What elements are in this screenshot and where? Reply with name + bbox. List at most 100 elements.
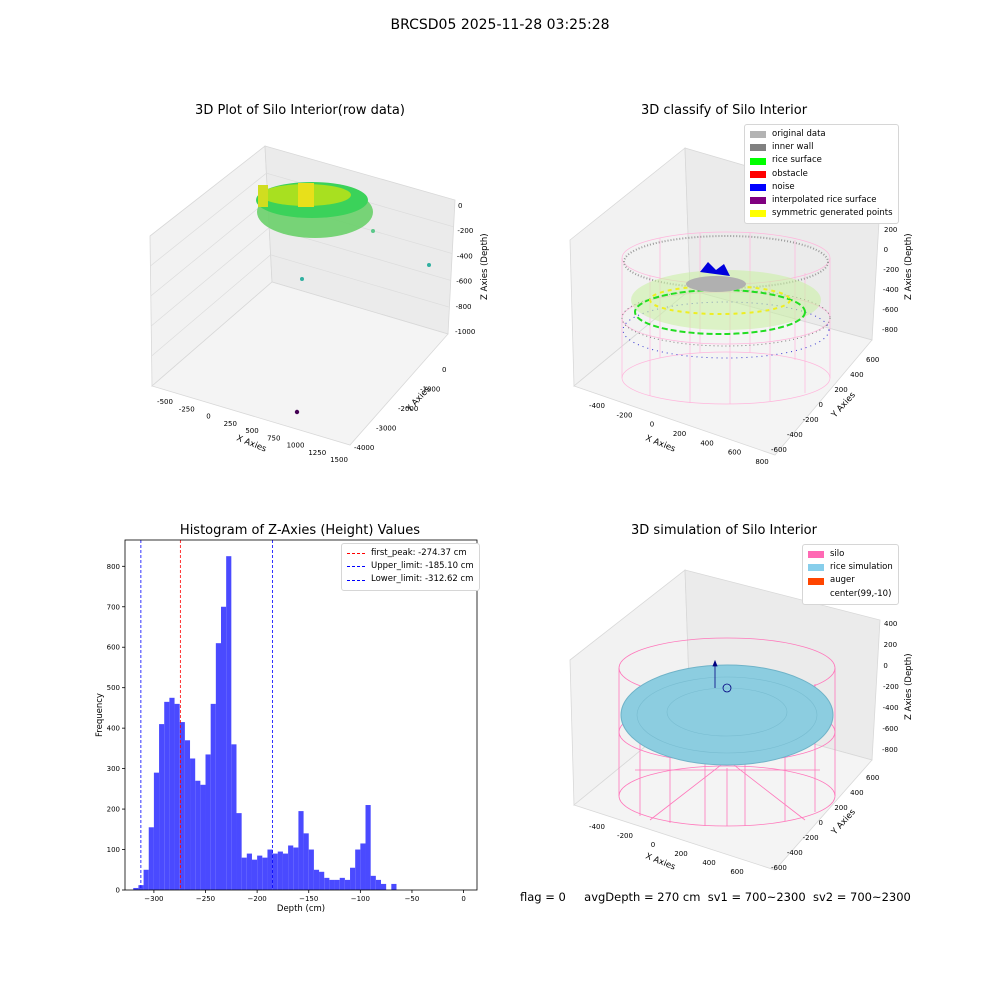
legend-line-swatch (347, 553, 365, 555)
legend-line-swatch (347, 579, 365, 581)
simulation-ytick: -600 (771, 864, 787, 872)
raw-xtick: 1250 (308, 449, 326, 457)
classify-ztick: 200 (884, 226, 897, 234)
simulation-legend-entry: auger (808, 574, 893, 587)
classify-legend-entry: original data (750, 128, 893, 141)
simulation-ytick: 600 (866, 774, 879, 782)
histogram-bar (215, 643, 221, 890)
raw-ytick: -3000 (376, 425, 396, 433)
raw-point (427, 263, 431, 267)
classify-ytick: 600 (866, 356, 879, 364)
simulation-xtick: 400 (702, 859, 715, 867)
legend-label: symmetric generated points (772, 208, 893, 219)
classify-ztick: -200 (883, 266, 899, 274)
histogram-bar (210, 703, 216, 890)
legend-swatch (750, 197, 766, 205)
classify-legend-entry: obstacle (750, 168, 893, 181)
raw-rice-ellipse (256, 182, 373, 238)
legend-swatch (750, 131, 766, 139)
histogram-bar (241, 857, 247, 890)
histogram-bar (272, 853, 278, 890)
raw-ytick: -1000 (420, 386, 440, 394)
legend-label: interpolated rice surface (772, 195, 877, 206)
histogram-bar (257, 855, 263, 890)
simulation-ztick: 200 (884, 641, 897, 649)
simulation-ztick: 0 (883, 662, 887, 670)
simulation-legend-entry: center(99,-10) (808, 588, 893, 601)
histogram-frame (124, 539, 478, 891)
classify-xtick: 600 (728, 449, 741, 457)
simulation-xtick: 200 (674, 850, 687, 858)
sv2-text: sv2 = 700~2300 (812, 890, 911, 904)
raw-point (294, 409, 300, 415)
classify-ytick: -600 (771, 446, 787, 454)
legend-label: auger (830, 575, 855, 586)
raw-ztick: 0 (458, 202, 462, 210)
classify-ytick: -200 (803, 416, 819, 424)
histogram-ytick: 700 (107, 603, 120, 611)
classify-legend-entry: symmetric generated points (750, 207, 893, 220)
raw-ztick: -200 (457, 227, 473, 235)
classify-plot-title: 3D classify of Silo Interior (640, 103, 808, 118)
raw-xtick: -500 (157, 398, 173, 406)
simulation-xtick: -200 (617, 832, 633, 840)
histogram-bar (282, 853, 289, 890)
raw-ytick: 0 (442, 366, 446, 374)
simulation-xlabel: X Axies (644, 852, 677, 873)
raw-xtick: 500 (245, 427, 258, 435)
classify-ytick: 0 (819, 401, 823, 409)
classify-ztick: -400 (883, 286, 899, 294)
histogram-bar (350, 867, 356, 890)
histogram-ytick: 600 (107, 644, 120, 652)
simulation-ztick: -400 (883, 704, 899, 712)
histogram-xtick: −200 (248, 895, 267, 903)
histogram-bar (190, 758, 196, 890)
histogram-bar (184, 740, 191, 890)
status-footer: flag = 0 avgDepth = 270 cm sv1 = 700~230… (520, 890, 911, 904)
histogram-ytick: 800 (107, 563, 120, 571)
histogram-bar (293, 847, 299, 890)
raw-plot-title: 3D Plot of Silo Interior(row data) (195, 103, 405, 118)
rice-simulation-surface (620, 664, 834, 766)
histogram-bar (200, 784, 206, 890)
simulation-ztick: -200 (883, 683, 899, 691)
histogram-bar (355, 849, 361, 890)
raw-ztick: -800 (456, 303, 472, 311)
classify-xtick: 200 (673, 430, 686, 438)
histogram-bar (344, 879, 351, 890)
auger-marker (712, 659, 732, 693)
raw-ztick: -400 (457, 252, 473, 260)
legend-swatch (808, 564, 824, 572)
classify-xtick: 0 (650, 421, 654, 429)
histogram-bar (277, 851, 283, 890)
simulation-xtick: 600 (730, 868, 743, 876)
histogram-bar (246, 853, 252, 890)
avg-depth-text: avgDepth = 270 cm (584, 890, 701, 904)
histogram-bar (334, 879, 340, 890)
classify-ytick: -400 (787, 431, 803, 439)
classify-legend: original data inner wall rice surface obsta… (744, 124, 899, 225)
classify-ztick: -800 (882, 326, 898, 334)
simulation-ztick: 400 (884, 620, 897, 628)
histogram-bar (329, 879, 335, 890)
raw-zlabel: Z Axies (Depth) (480, 233, 490, 300)
classify-legend-entry: noise (750, 181, 893, 194)
histogram-bar (195, 780, 201, 890)
classify-ytick: 200 (834, 386, 847, 394)
histogram-bar (159, 724, 165, 890)
legend-label: center(99,-10) (830, 588, 892, 599)
histogram-bar (221, 606, 227, 890)
simulation-ytick: -200 (803, 834, 819, 842)
histogram-ytick: 500 (107, 684, 120, 692)
histogram-bar (313, 869, 320, 890)
histogram-bar (370, 875, 376, 890)
histogram-bar (153, 772, 160, 890)
histogram-bar (236, 813, 242, 890)
legend-swatch (750, 210, 766, 218)
simulation-ytick: 400 (850, 789, 863, 797)
legend-line-swatch (347, 566, 365, 568)
legend-label: obstacle (772, 168, 808, 179)
